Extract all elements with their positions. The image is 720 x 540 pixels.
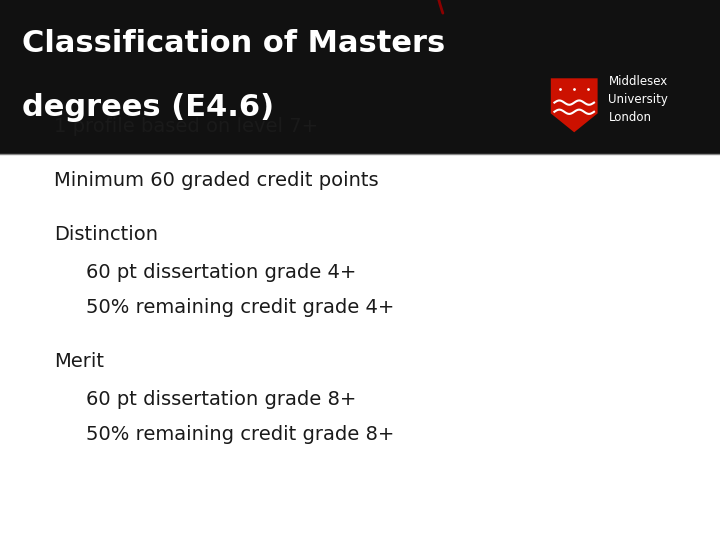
FancyBboxPatch shape	[0, 0, 720, 154]
Polygon shape	[551, 78, 598, 132]
Text: Merit: Merit	[54, 352, 104, 372]
Text: Minimum 60 graded credit points: Minimum 60 graded credit points	[54, 171, 379, 191]
Text: degrees (E4.6): degrees (E4.6)	[22, 93, 274, 122]
Text: Distinction: Distinction	[54, 225, 158, 245]
Text: 60 pt dissertation grade 8+: 60 pt dissertation grade 8+	[86, 390, 357, 409]
Text: Middlesex
University
London: Middlesex University London	[608, 76, 668, 124]
Text: 50% remaining credit grade 8+: 50% remaining credit grade 8+	[86, 425, 395, 444]
Text: 50% remaining credit grade 4+: 50% remaining credit grade 4+	[86, 298, 395, 318]
Text: 1 profile based on level 7+: 1 profile based on level 7+	[54, 117, 318, 137]
Text: 60 pt dissertation grade 4+: 60 pt dissertation grade 4+	[86, 263, 357, 282]
Text: Classification of Masters: Classification of Masters	[22, 29, 445, 58]
